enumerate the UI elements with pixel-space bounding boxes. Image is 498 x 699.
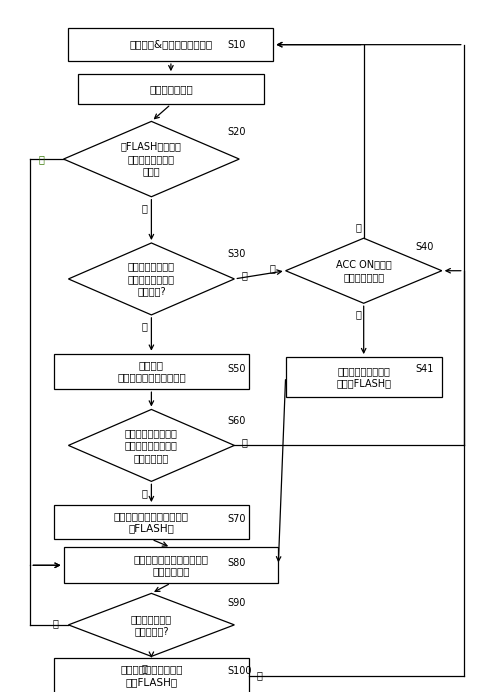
Text: 导航主机&总线适配模块睡眠: 导航主机&总线适配模块睡眠 <box>129 40 213 50</box>
Bar <box>54 354 249 389</box>
Text: 检查工作模式是
否发生改变?: 检查工作模式是 否发生改变? <box>131 614 172 636</box>
Text: S40: S40 <box>415 242 433 252</box>
Polygon shape <box>68 593 235 656</box>
Text: 否: 否 <box>242 271 248 280</box>
Text: 否: 否 <box>270 264 276 274</box>
Text: 否: 否 <box>256 670 262 681</box>
Text: 否: 否 <box>242 437 248 447</box>
Text: 否: 否 <box>53 618 59 628</box>
Text: 唤醒总线适配器: 唤醒总线适配器 <box>149 84 193 94</box>
Text: 是: 是 <box>141 663 147 673</box>
Text: 是: 是 <box>141 488 147 498</box>
Text: 总线唤醒
并缓冲等待一段预设时间: 总线唤醒 并缓冲等待一段预设时间 <box>117 360 186 382</box>
Bar <box>54 658 249 693</box>
Polygon shape <box>64 122 239 196</box>
Polygon shape <box>68 243 235 315</box>
Bar <box>286 357 442 397</box>
Text: S30: S30 <box>227 249 246 259</box>
Text: 是: 是 <box>356 309 362 319</box>
Text: 是: 是 <box>141 322 147 331</box>
Bar <box>68 28 273 61</box>
Text: S70: S70 <box>227 514 246 524</box>
Text: 检查当前的总线收
发器是否处于总线
唤醒状态?: 检查当前的总线收 发器是否处于总线 唤醒状态? <box>128 261 175 296</box>
Text: 把硬线工作模式配置
项写入FLASH中: 把硬线工作模式配置 项写入FLASH中 <box>336 366 391 388</box>
Text: 进入相应配置的工作模式并
唤醒导航主机: 进入相应配置的工作模式并 唤醒导航主机 <box>133 554 209 577</box>
Text: ACC ON信号线
是否为有效电平: ACC ON信号线 是否为有效电平 <box>336 259 391 282</box>
Text: S50: S50 <box>227 363 246 374</box>
Text: 从FLASH读出的工
作模式配置是否有
确定值: 从FLASH读出的工 作模式配置是否有 确定值 <box>121 142 182 176</box>
Text: S80: S80 <box>227 558 246 568</box>
Bar <box>64 547 278 583</box>
Text: S90: S90 <box>227 598 246 608</box>
Bar <box>78 74 263 104</box>
Text: 检查总线消息缓冲区
中是否有网络管理或
鑰匙档位消息: 检查总线消息缓冲区 中是否有网络管理或 鑰匙档位消息 <box>125 428 178 463</box>
Text: S100: S100 <box>227 666 251 677</box>
Text: 否: 否 <box>141 203 147 213</box>
Text: S41: S41 <box>415 363 433 374</box>
Text: S10: S10 <box>227 40 246 50</box>
Text: 是: 是 <box>38 154 44 164</box>
Polygon shape <box>286 238 442 303</box>
Bar <box>54 505 249 539</box>
Text: S20: S20 <box>227 127 246 137</box>
Text: 把当前工作模式配置项
写入FLASH中: 把当前工作模式配置项 写入FLASH中 <box>120 664 183 687</box>
Text: S60: S60 <box>227 416 246 426</box>
Polygon shape <box>68 410 235 482</box>
Text: 把总线工作模式的配置项写
入FLASH中: 把总线工作模式的配置项写 入FLASH中 <box>114 511 189 533</box>
Text: 否: 否 <box>356 222 362 232</box>
